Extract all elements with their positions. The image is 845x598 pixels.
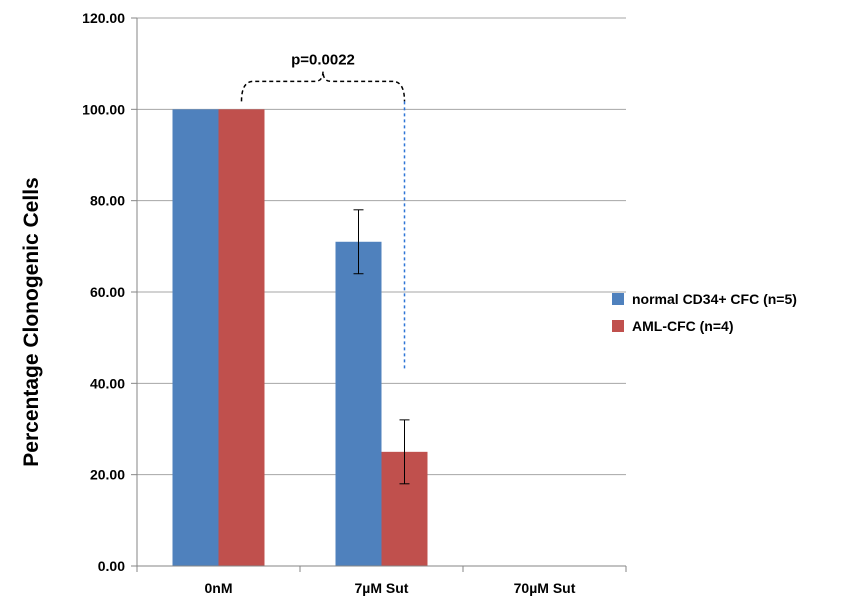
error-bars [353, 209, 410, 485]
significance-bracket [240, 71, 406, 102]
y-tick-label: 20.00 [90, 467, 125, 483]
y-axis-label: Percentage Clonogenic Cells [20, 177, 43, 466]
p-value-label: p=0.0022 [291, 51, 355, 68]
legend-item-normal: normal CD34+ CFC (n=5) [612, 285, 797, 312]
bars [172, 109, 428, 566]
legend: normal CD34+ CFC (n=5) AML-CFC (n=4) [612, 285, 797, 339]
legend-label-normal: normal CD34+ CFC (n=5) [632, 290, 797, 307]
x-tick-label: 70µM Sut [514, 580, 576, 596]
legend-swatch-aml [612, 319, 624, 332]
axes [131, 17, 627, 572]
y-tick-label: 60.00 [90, 284, 125, 300]
bar [172, 109, 219, 566]
x-tick-label: 0nM [205, 580, 233, 596]
bar [218, 109, 265, 566]
legend-item-aml: AML-CFC (n=4) [612, 312, 797, 339]
significance-annotation: p=0.0022 [240, 51, 406, 370]
y-tick-label: 120.00 [82, 10, 125, 26]
y-tick-label: 0.00 [98, 558, 125, 574]
bar [335, 241, 382, 566]
y-tick-label: 100.00 [82, 101, 125, 117]
y-tick-label: 80.00 [90, 193, 125, 209]
x-tick-label: 7µM Sut [355, 580, 409, 596]
tick-labels: 0.00 20.00 40.00 60.00 80.00 100.00 120.00 0nM 7… [82, 10, 576, 596]
legend-label-aml: AML-CFC (n=4) [632, 317, 734, 334]
legend-swatch-normal [612, 292, 624, 305]
y-tick-label: 40.00 [90, 375, 125, 391]
